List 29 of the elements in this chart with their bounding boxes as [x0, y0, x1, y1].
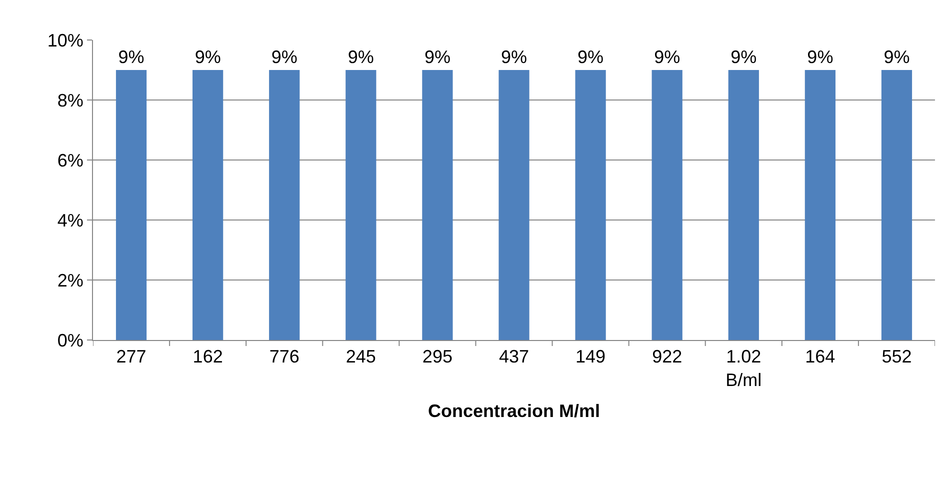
data-label: 9% — [578, 47, 604, 67]
y-tick-label: 4% — [57, 210, 84, 230]
x-tick-label: 437 — [498, 346, 530, 367]
x-tick-label: 277 — [116, 346, 146, 367]
data-label: 9% — [118, 47, 144, 67]
x-tick-label: 776 — [269, 346, 300, 367]
y-tick-label: 2% — [57, 270, 84, 290]
data-label: 9% — [194, 47, 221, 67]
data-label: 9% — [884, 47, 910, 67]
data-label: 9% — [500, 47, 528, 67]
data-label: 9% — [807, 47, 834, 67]
data-label: 9% — [348, 47, 374, 67]
y-tick-label: 8% — [57, 90, 84, 110]
data-label: 9% — [271, 47, 298, 67]
x-tick-label: 552 — [882, 346, 912, 367]
x-axis-title: Concentracion M/ml — [428, 401, 600, 422]
x-tick-label: 1.02 B/ml — [726, 346, 762, 390]
data-label: 9% — [730, 47, 757, 67]
x-tick-label: 162 — [192, 346, 223, 367]
x-tick-label: 164 — [805, 346, 836, 367]
y-tick-label: 0% — [57, 330, 84, 350]
data-label: 9% — [654, 47, 680, 67]
x-tick-label: 245 — [346, 346, 376, 367]
x-tick-label: 295 — [422, 346, 452, 367]
x-tick-label: 922 — [652, 346, 682, 367]
y-tick-label: 10% — [47, 30, 84, 50]
data-label: 9% — [424, 47, 450, 67]
x-tick-label: 149 — [576, 346, 606, 367]
y-tick-label: 6% — [57, 150, 84, 170]
